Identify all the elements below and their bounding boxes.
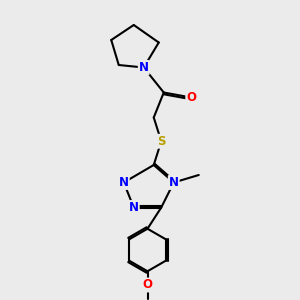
Text: N: N [139,61,149,74]
Text: O: O [142,278,152,292]
Text: O: O [186,91,196,104]
Text: N: N [169,176,179,189]
Text: N: N [119,176,129,189]
Text: S: S [157,135,166,148]
Text: N: N [129,201,139,214]
